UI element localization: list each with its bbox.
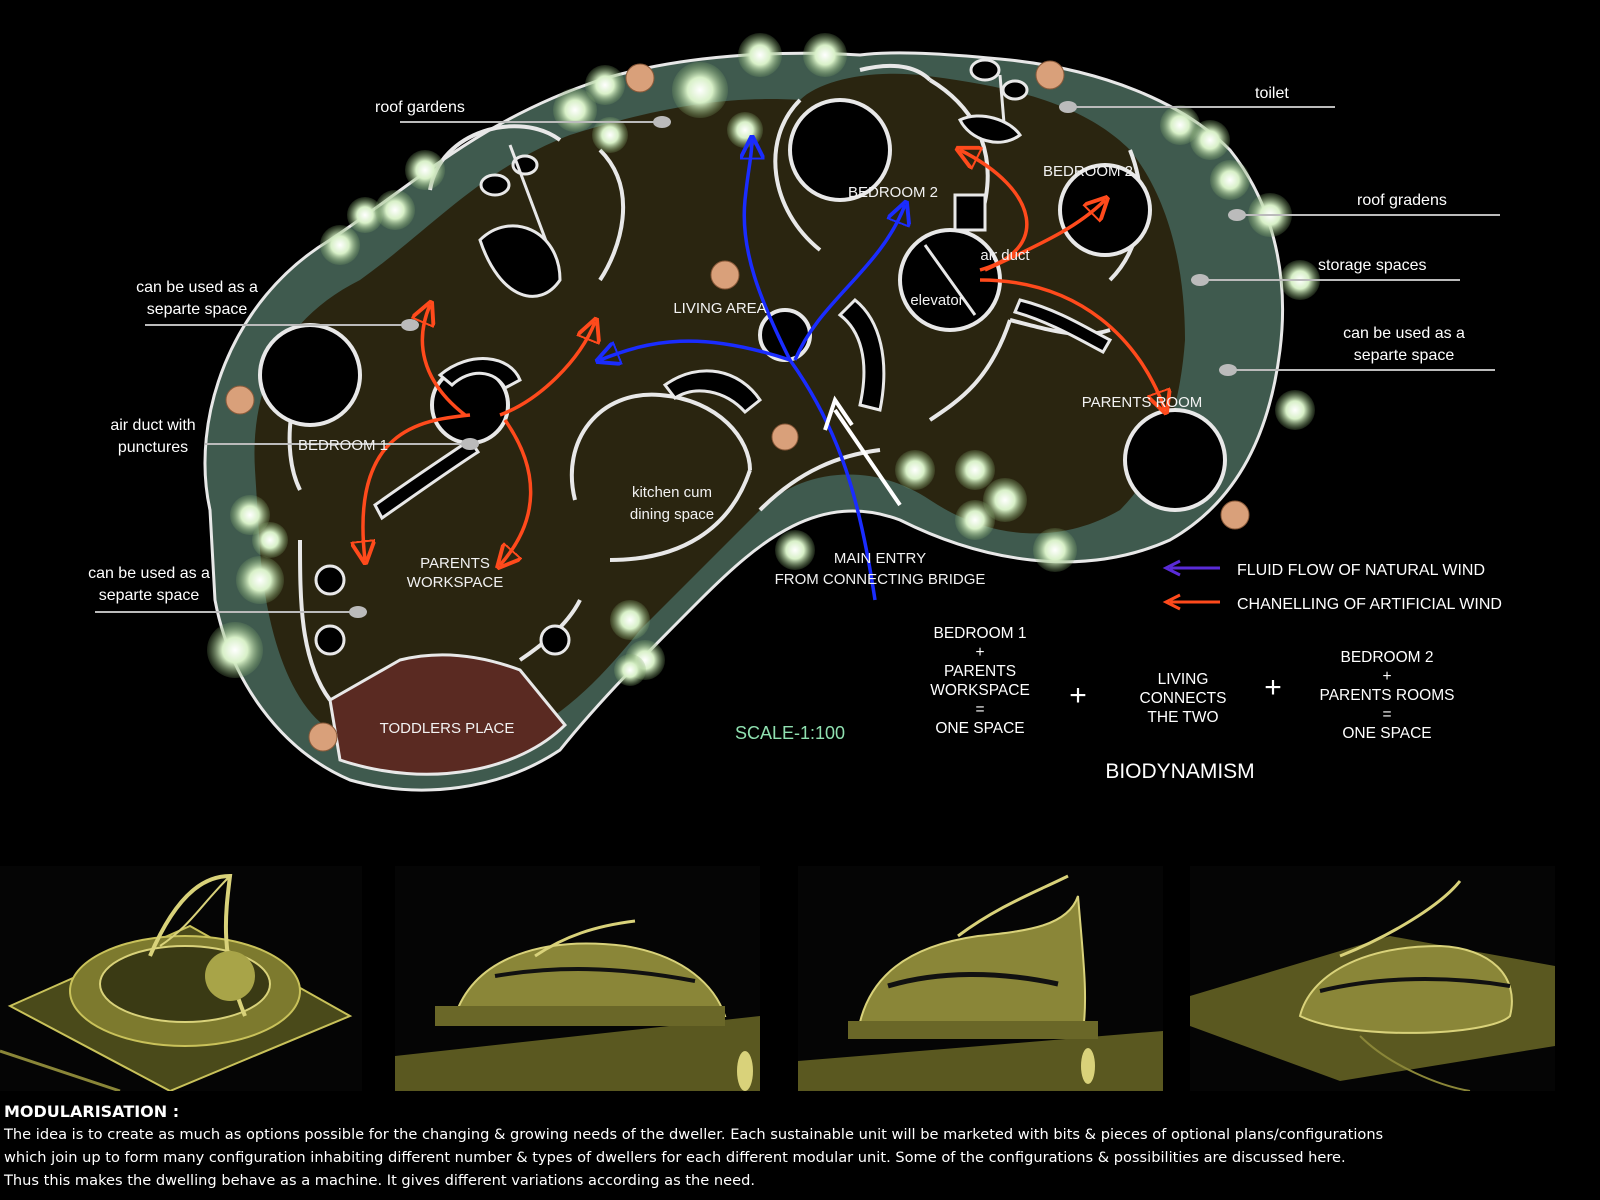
toilet-fixtures — [478, 58, 1029, 298]
render-thumbnail-2[interactable] — [395, 866, 760, 1091]
legend-natural-wind: FLUID FLOW OF NATURAL WIND — [1237, 562, 1485, 579]
svg-text:ONE SPACE: ONE SPACE — [1342, 725, 1431, 742]
svg-text:BEDROOM 2: BEDROOM 2 — [1340, 649, 1433, 666]
furniture — [314, 297, 1113, 656]
plus-2: + — [1264, 671, 1282, 704]
room-kitchen-2: dining space — [630, 506, 714, 523]
label-separate-right-1: can be used as a — [1343, 325, 1465, 342]
label-separate-left-2b: separte space — [99, 587, 200, 604]
label-air-duct-punctures-2: punctures — [118, 439, 188, 456]
label-toilet: toilet — [1255, 85, 1289, 102]
svg-text:CONNECTS: CONNECTS — [1140, 690, 1227, 707]
modularisation-description: MODULARISATION : The idea is to create a… — [4, 1100, 1596, 1192]
description-line-2: which join up to form many configuration… — [4, 1149, 1346, 1166]
svg-text:PARENTS: PARENTS — [944, 663, 1016, 680]
render-thumbnail-3[interactable] — [798, 866, 1163, 1091]
columns — [225, 60, 1250, 752]
svg-text:BEDROOM 1: BEDROOM 1 — [933, 625, 1026, 642]
artificial-wind-arrows — [363, 150, 1165, 565]
room-air-duct: air duct — [980, 247, 1030, 264]
svg-text:THE TWO: THE TWO — [1147, 709, 1218, 726]
room-bedroom-2-right: BEDROOM 2 — [1043, 163, 1133, 180]
label-separate-left-2a: can be used as a — [88, 565, 210, 582]
svg-text:LIVING: LIVING — [1158, 671, 1209, 688]
room-living-area: LIVING AREA — [673, 300, 766, 317]
label-air-duct-punctures-1: air duct with — [110, 417, 195, 434]
legend: FLUID FLOW OF NATURAL WIND CHANELLING OF… — [1162, 559, 1502, 613]
svg-text:=: = — [1382, 706, 1391, 723]
label-separate-right-2: separte space — [1354, 347, 1455, 364]
room-toddlers-place: TODDLERS PLACE — [380, 720, 515, 737]
description-line-1: The idea is to create as much as options… — [4, 1126, 1384, 1143]
scale-label: SCALE-1:100 — [735, 723, 845, 743]
render-thumbnail-1[interactable] — [0, 866, 362, 1091]
main-entry-2: FROM CONNECTING BRIDGE — [775, 571, 986, 588]
render-thumbnail-4[interactable] — [1190, 866, 1555, 1091]
main-entry-1: MAIN ENTRY — [834, 550, 926, 567]
space-equation: BEDROOM 1 + PARENTS WORKSPACE = ONE SPAC… — [930, 625, 1454, 783]
svg-text:PARENTS ROOMS: PARENTS ROOMS — [1320, 687, 1455, 704]
room-bedroom-2-center: BEDROOM 2 — [848, 184, 938, 201]
room-parents-workspace-2: WORKSPACE — [407, 574, 503, 591]
svg-text:+: + — [1382, 668, 1391, 685]
leader-lines — [95, 106, 1500, 613]
natural-wind-arrows — [600, 140, 905, 601]
description-heading: MODULARISATION : — [4, 1102, 180, 1121]
main-entry-arrow — [823, 395, 902, 507]
toddlers-place — [328, 653, 568, 776]
description-line-3: Thus this makes the dwelling behave as a… — [4, 1172, 756, 1189]
label-roof-gardens-right: roof gradens — [1357, 192, 1447, 209]
leader-dots — [349, 101, 1246, 618]
plus-1: + — [1069, 679, 1087, 712]
label-roof-gardens-left: roof gardens — [375, 99, 465, 116]
floor-plan: roof gardens toilet roof gradens storage… — [88, 33, 1502, 792]
label-separate-left-1a: can be used as a — [136, 279, 258, 296]
svg-text:+: + — [975, 644, 984, 661]
biodynamism-title: BIODYNAMISM — [1105, 760, 1254, 783]
room-elevator: elevator — [910, 292, 963, 309]
label-storage-spaces: storage spaces — [1318, 257, 1427, 274]
room-parents-room: PARENTS ROOM — [1082, 394, 1203, 411]
svg-text:=: = — [975, 701, 984, 718]
room-bedroom-1: BEDROOM 1 — [298, 437, 388, 454]
label-separate-left-1b: separte space — [147, 301, 248, 318]
svg-text:WORKSPACE: WORKSPACE — [930, 682, 1030, 699]
svg-text:ONE SPACE: ONE SPACE — [935, 720, 1024, 737]
room-parents-workspace-1: PARENTS — [420, 555, 490, 572]
room-kitchen-1: kitchen cum — [632, 484, 712, 501]
render-thumbnails — [0, 866, 1600, 1091]
legend-artificial-wind: CHANELLING OF ARTIFICIAL WIND — [1237, 596, 1502, 613]
